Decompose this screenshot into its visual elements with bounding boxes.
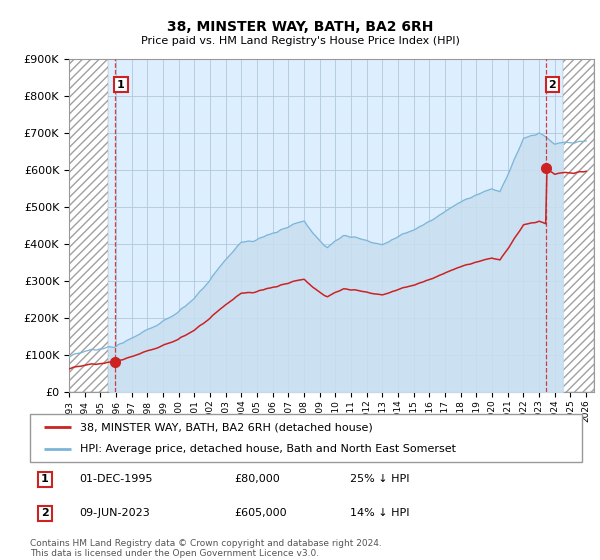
Text: HPI: Average price, detached house, Bath and North East Somerset: HPI: Average price, detached house, Bath…	[80, 444, 455, 454]
Text: 38, MINSTER WAY, BATH, BA2 6RH (detached house): 38, MINSTER WAY, BATH, BA2 6RH (detached…	[80, 422, 373, 432]
Text: 25% ↓ HPI: 25% ↓ HPI	[350, 474, 410, 484]
Text: £80,000: £80,000	[234, 474, 280, 484]
Text: 2: 2	[41, 508, 49, 519]
Text: 01-DEC-1995: 01-DEC-1995	[80, 474, 153, 484]
Text: 14% ↓ HPI: 14% ↓ HPI	[350, 508, 410, 519]
Text: Price paid vs. HM Land Registry's House Price Index (HPI): Price paid vs. HM Land Registry's House …	[140, 36, 460, 46]
Text: 38, MINSTER WAY, BATH, BA2 6RH: 38, MINSTER WAY, BATH, BA2 6RH	[167, 20, 433, 34]
Text: £605,000: £605,000	[234, 508, 287, 519]
Text: Contains HM Land Registry data © Crown copyright and database right 2024.
This d: Contains HM Land Registry data © Crown c…	[30, 539, 382, 558]
Text: 2: 2	[548, 80, 556, 90]
Text: 1: 1	[117, 80, 125, 90]
Text: 1: 1	[41, 474, 49, 484]
Text: 09-JUN-2023: 09-JUN-2023	[80, 508, 151, 519]
